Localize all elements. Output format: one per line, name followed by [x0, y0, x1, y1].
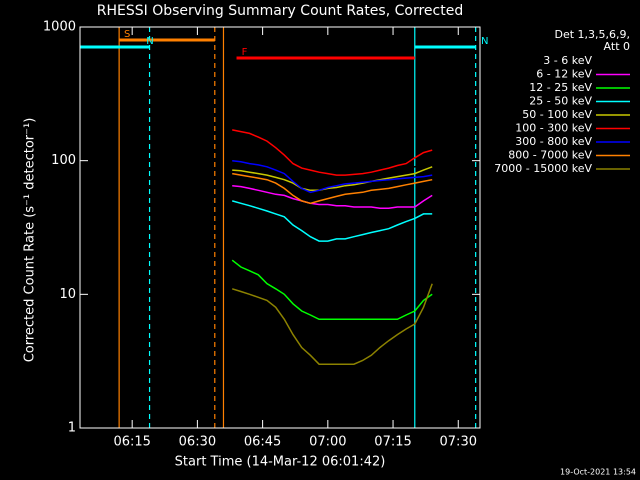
chart-title: RHESSI Observing Summary Count Rates, Co… — [97, 3, 463, 19]
legend-label: 300 - 800 keV — [515, 135, 592, 148]
series-line — [231, 259, 433, 321]
legend-header: Det 1,3,5,6,9, — [554, 28, 630, 41]
x-axis-label: Start Time (14-Mar-12 06:01:42) — [175, 455, 386, 470]
x-tick-label: 07:15 — [374, 435, 411, 450]
series-line — [232, 129, 433, 176]
flag-label: N — [146, 36, 153, 47]
series-line — [232, 184, 433, 210]
legend-label: 800 - 7000 keV — [508, 149, 592, 162]
legend-label: 3 - 6 keV — [543, 54, 592, 67]
x-tick-label: 06:30 — [179, 435, 216, 450]
series-line — [232, 200, 433, 242]
x-tick-label: 07:00 — [309, 435, 346, 450]
legend-label: 100 - 300 keV — [515, 122, 592, 135]
flag-label: N — [481, 36, 488, 47]
series-line — [232, 172, 433, 205]
legend-label: 7000 - 15000 keV — [494, 162, 592, 175]
legend-label: 6 - 12 keV — [536, 68, 592, 81]
y-tick-label: 10 — [59, 287, 76, 302]
x-tick-label: 06:45 — [244, 435, 281, 450]
flag-label: S — [124, 29, 130, 40]
x-tick-label: 07:30 — [440, 435, 477, 450]
y-tick-label: 100 — [51, 153, 76, 168]
series-line — [232, 166, 433, 192]
series-line — [231, 283, 433, 365]
legend-label: 25 - 50 keV — [529, 95, 592, 108]
legend-label: 50 - 100 keV — [522, 108, 592, 121]
series-line — [232, 159, 433, 194]
plot-frame — [79, 26, 481, 429]
y-axis-label: Corrected Count Rate (s⁻¹ detector⁻¹) — [23, 118, 38, 363]
y-tick-label: 1 — [68, 421, 76, 436]
flag-label: F — [242, 47, 248, 58]
x-tick-label: 06:15 — [113, 435, 150, 450]
series-line — [232, 151, 433, 172]
y-tick-label: 1000 — [43, 20, 76, 35]
legend-header: Att 0 — [604, 40, 630, 53]
legend-label: 12 - 25 keV — [529, 81, 592, 94]
footer: 19-Oct-2021 13:54 — [560, 468, 636, 477]
